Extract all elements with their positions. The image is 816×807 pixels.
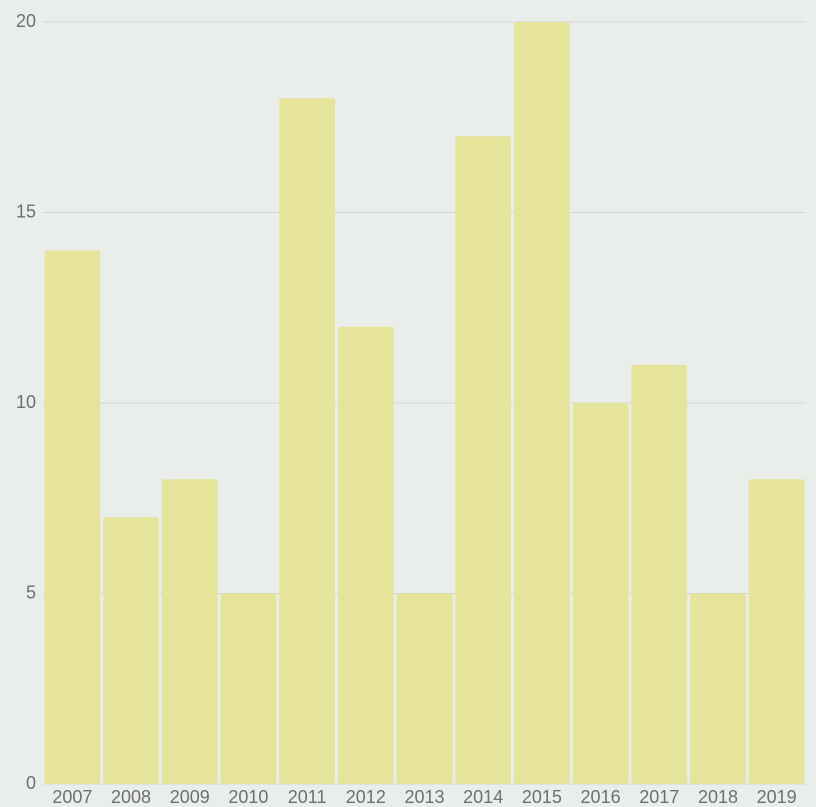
x-tick-label: 2007 bbox=[52, 787, 92, 807]
x-tick-label: 2008 bbox=[111, 787, 151, 807]
x-tick-label: 2012 bbox=[346, 787, 386, 807]
bar bbox=[631, 364, 688, 784]
x-tick-label: 2017 bbox=[639, 787, 679, 807]
y-tick-label: 0 bbox=[26, 773, 36, 793]
x-tick-label: 2010 bbox=[228, 787, 268, 807]
x-tick-label: 2016 bbox=[581, 787, 621, 807]
bar bbox=[572, 403, 629, 784]
bar bbox=[337, 326, 394, 784]
y-tick-label: 15 bbox=[16, 201, 36, 221]
bar bbox=[279, 98, 335, 784]
x-tick-label: 2019 bbox=[757, 787, 797, 807]
bar bbox=[44, 250, 101, 785]
y-tick-label: 20 bbox=[16, 11, 36, 31]
bar bbox=[220, 593, 277, 784]
x-tick-label: 2015 bbox=[522, 787, 562, 807]
y-tick-label: 10 bbox=[16, 392, 36, 412]
bar bbox=[514, 22, 570, 784]
bar bbox=[748, 479, 805, 784]
bar bbox=[161, 479, 218, 784]
y-tick-label: 5 bbox=[26, 582, 36, 602]
bar bbox=[396, 593, 453, 784]
x-tick-label: 2018 bbox=[698, 787, 738, 807]
bar bbox=[455, 136, 512, 785]
x-tick-label: 2009 bbox=[170, 787, 210, 807]
bar bbox=[690, 593, 746, 784]
x-tick-label: 2011 bbox=[288, 787, 327, 807]
x-tick-label: 2013 bbox=[404, 787, 444, 807]
bar bbox=[103, 517, 159, 784]
x-tick-label: 2014 bbox=[463, 787, 503, 807]
